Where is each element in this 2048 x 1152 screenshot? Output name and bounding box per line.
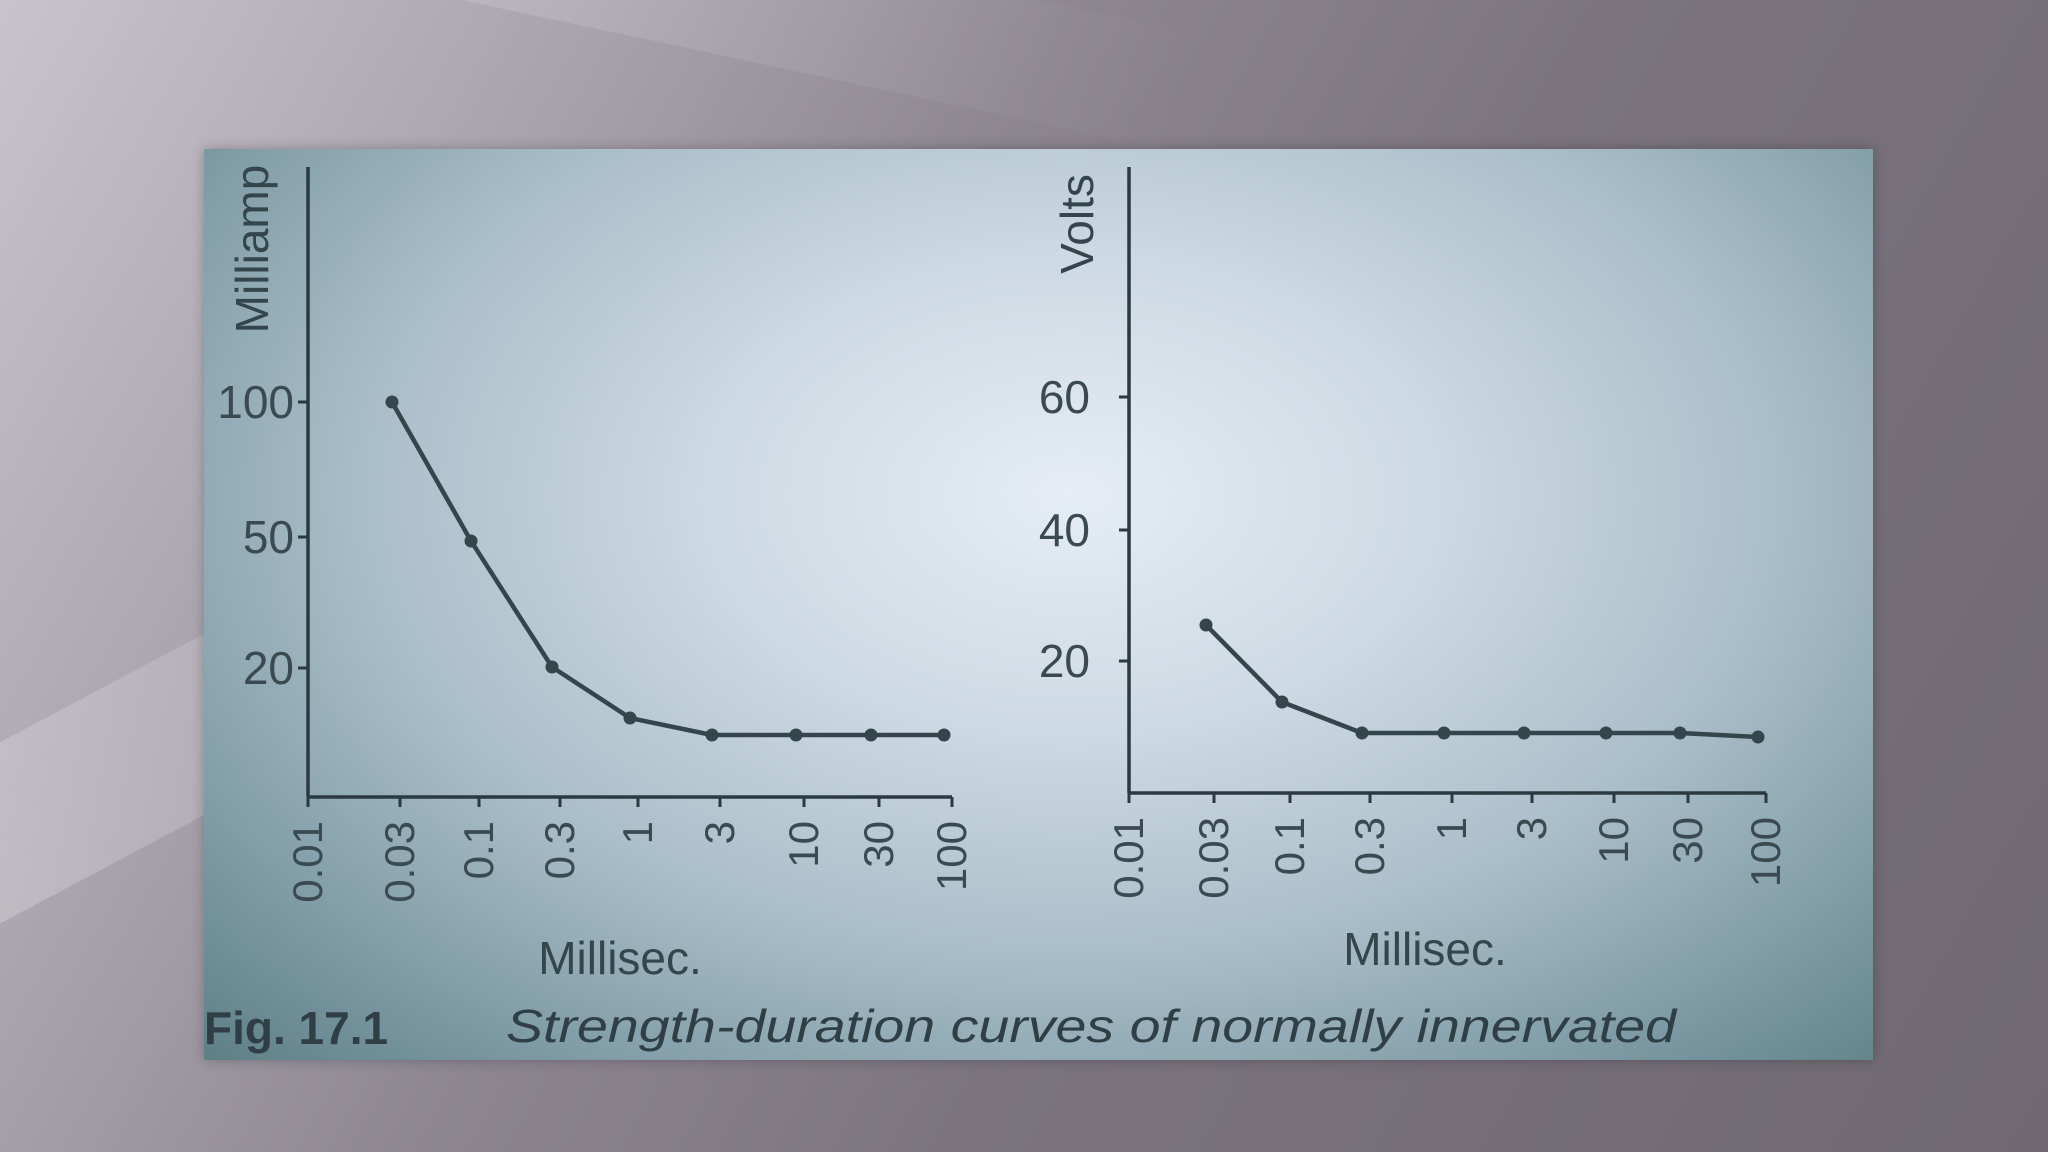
chart-volts: Volts 60 40 20 0.01 0.03 0.1 0.3 1 3 10 30 100 Millis…	[1039, 167, 1789, 975]
data-point	[1751, 730, 1765, 744]
data-point	[623, 711, 637, 725]
x-tick-label: 0.01	[284, 821, 331, 903]
data-point	[937, 728, 951, 742]
data-point	[1673, 726, 1687, 740]
data-point	[1437, 726, 1451, 740]
data-point	[705, 728, 719, 742]
x-tick-label: 0.3	[1346, 817, 1393, 875]
y-tick-label: 20	[1039, 635, 1090, 687]
x-tick-label: 3	[1508, 817, 1555, 840]
series-line	[390, 400, 944, 738]
y-axis-title: Volts	[1051, 174, 1103, 274]
x-tick-label: 10	[780, 821, 827, 868]
series-line	[1204, 623, 1759, 740]
y-axis-title: Milliamp	[226, 165, 278, 334]
x-tick-label: 100	[1742, 817, 1789, 887]
x-tick-label: 1	[614, 821, 661, 844]
data-point	[1275, 695, 1289, 709]
strength-duration-figure: Milliamp 100 50 20 0.01 0.03 0.1 0.3 1 3 10 30 100 Mi…	[204, 165, 1789, 1054]
x-tick-label: 0.1	[455, 821, 502, 879]
chart-milliamp: Milliamp 100 50 20 0.01 0.03 0.1 0.3 1 3 10 30 100 Mi…	[217, 165, 975, 984]
data-point	[1355, 726, 1369, 740]
x-tick-label: 0.3	[536, 821, 583, 879]
x-tick-label: 10	[1590, 817, 1637, 864]
y-tick-label: 20	[243, 642, 294, 694]
data-point	[789, 728, 803, 742]
data-point	[385, 395, 399, 409]
x-tick-label: 1	[1428, 817, 1475, 840]
data-point	[1517, 726, 1531, 740]
data-point	[545, 660, 559, 674]
x-tick-label: 0.1	[1266, 817, 1313, 875]
y-tick-label: 60	[1039, 371, 1090, 423]
x-tick-label: 0.01	[1105, 817, 1152, 899]
data-point	[1599, 726, 1613, 740]
x-tick-label: 3	[696, 821, 743, 844]
y-tick-label: 100	[217, 376, 294, 428]
y-tick-label: 50	[243, 511, 294, 563]
x-tick-label: 0.03	[1190, 817, 1237, 899]
x-tick-label: 0.03	[376, 821, 423, 903]
y-tick-label: 40	[1039, 504, 1090, 556]
data-point	[864, 728, 878, 742]
background-light-streak	[297, 0, 1203, 153]
figure-caption: Strength-duration curves of normally inn…	[506, 1000, 1678, 1052]
figure-number: Fig. 17.1	[204, 1002, 388, 1054]
x-tick-label: 30	[1664, 817, 1711, 864]
x-tick-label: 30	[855, 821, 902, 868]
data-point	[464, 534, 478, 548]
data-point	[1199, 618, 1213, 632]
x-tick-label: 100	[928, 821, 975, 891]
x-axis-title: Millisec.	[538, 932, 702, 984]
x-axis-title: Millisec.	[1343, 923, 1507, 975]
figure-photo: Milliamp 100 50 20 0.01 0.03 0.1 0.3 1 3 10 30 100 Mi…	[204, 149, 1873, 1060]
